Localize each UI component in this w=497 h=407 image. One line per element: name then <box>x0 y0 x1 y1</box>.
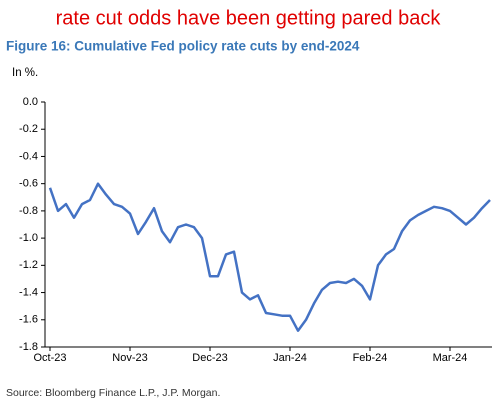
y-tick-label: 0.0 <box>23 96 38 108</box>
data-line <box>48 182 491 332</box>
y-tick-label: -0.6 <box>19 178 38 190</box>
y-tick-label: -1.6 <box>19 314 38 326</box>
y-tick-label: -0.2 <box>19 123 38 135</box>
y-tick-label: -0.4 <box>19 150 38 162</box>
y-tick-label: -1.8 <box>19 341 38 353</box>
y-tick-label: -1.0 <box>19 232 38 244</box>
chart-title: rate cut odds have been getting pared ba… <box>56 7 442 29</box>
y-tick-label: -1.2 <box>19 259 38 271</box>
source-note: Source: Bloomberg Finance L.P., J.P. Mor… <box>6 387 220 399</box>
x-tick-label: Oct-23 <box>33 352 66 364</box>
unit-label: In %. <box>12 67 38 79</box>
x-tick-label: Feb-24 <box>353 352 388 364</box>
chart-subtitle: Figure 16: Cumulative Fed policy rate cu… <box>6 39 360 54</box>
x-tick-label: Nov-23 <box>112 352 147 364</box>
y-tick-label: -0.8 <box>19 205 38 217</box>
x-tick-label: Jan-24 <box>273 352 307 364</box>
y-tick-label: -1.4 <box>19 286 38 298</box>
x-tick-label: Dec-23 <box>192 352 227 364</box>
x-tick-label: Mar-24 <box>433 352 468 364</box>
